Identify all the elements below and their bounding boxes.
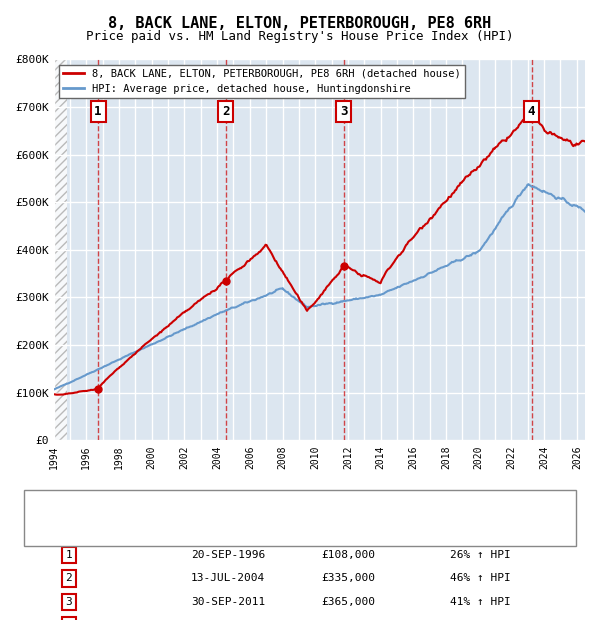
Text: Price paid vs. HM Land Registry's House Price Index (HPI): Price paid vs. HM Land Registry's House … xyxy=(86,30,514,43)
Legend: 8, BACK LANE, ELTON, PETERBOROUGH, PE8 6RH (detached house), HPI: Average price,: 8, BACK LANE, ELTON, PETERBOROUGH, PE8 6… xyxy=(59,64,465,98)
Text: £365,000: £365,000 xyxy=(321,597,375,607)
Text: 3: 3 xyxy=(340,105,347,118)
Text: 2: 2 xyxy=(222,105,230,118)
Text: 30-SEP-2011: 30-SEP-2011 xyxy=(191,597,265,607)
Text: 41% ↑ HPI: 41% ↑ HPI xyxy=(450,597,511,607)
Text: 4: 4 xyxy=(528,105,535,118)
Text: 3: 3 xyxy=(65,597,73,607)
Text: 20-SEP-1996: 20-SEP-1996 xyxy=(191,550,265,560)
Text: £335,000: £335,000 xyxy=(321,574,375,583)
Text: 46% ↑ HPI: 46% ↑ HPI xyxy=(450,574,511,583)
Text: 8, BACK LANE, ELTON, PETERBOROUGH, PE8 6RH: 8, BACK LANE, ELTON, PETERBOROUGH, PE8 6… xyxy=(109,16,491,30)
Text: £108,000: £108,000 xyxy=(321,550,375,560)
Text: 13-JUL-2004: 13-JUL-2004 xyxy=(191,574,265,583)
Text: 1: 1 xyxy=(65,550,73,560)
Text: 2: 2 xyxy=(65,574,73,583)
Text: 8, BACK LANE, ELTON, PETERBOROUGH, PE8 6RH (detached house): 8, BACK LANE, ELTON, PETERBOROUGH, PE8 6… xyxy=(78,493,447,503)
Bar xyxy=(53,60,67,440)
Text: HPI: Average price, detached house, Huntingdonshire: HPI: Average price, detached house, Hunt… xyxy=(78,516,397,526)
Text: 1: 1 xyxy=(94,105,102,118)
Text: 26% ↑ HPI: 26% ↑ HPI xyxy=(450,550,511,560)
